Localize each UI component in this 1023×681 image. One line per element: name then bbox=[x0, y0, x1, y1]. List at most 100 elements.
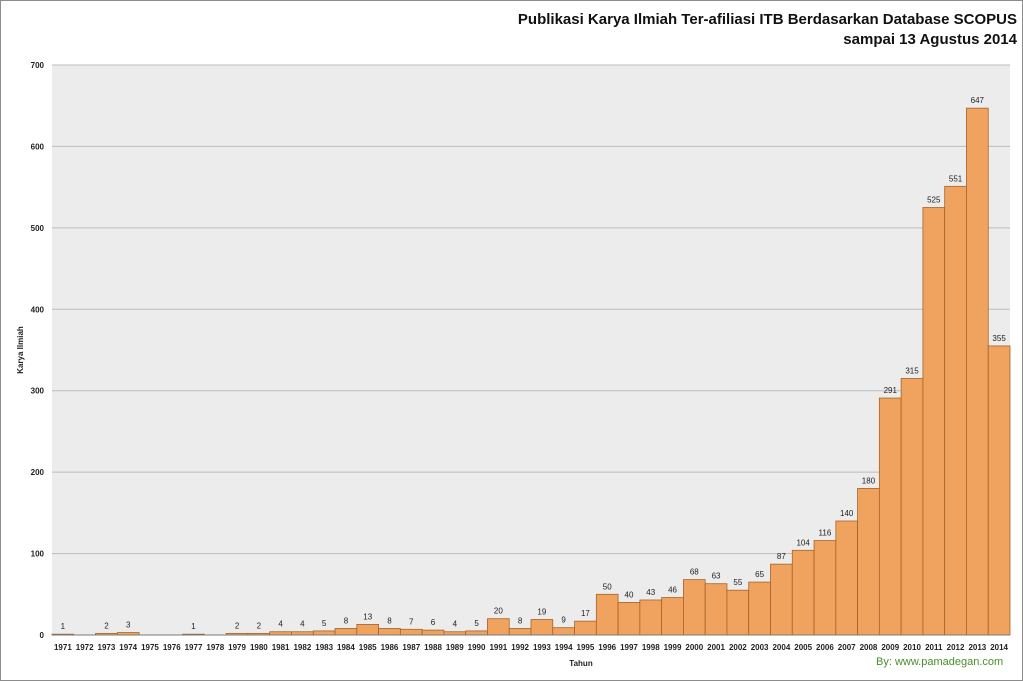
data-label: 9 bbox=[561, 616, 566, 625]
data-label: 20 bbox=[494, 607, 503, 616]
bar bbox=[791, 549, 815, 636]
x-tick-label: 1976 bbox=[163, 643, 181, 652]
data-label: 8 bbox=[518, 616, 523, 625]
bar bbox=[900, 378, 924, 636]
x-tick-label: 1985 bbox=[359, 643, 377, 652]
data-label: 43 bbox=[646, 588, 655, 597]
x-tick-label: 1974 bbox=[119, 643, 137, 652]
data-label: 647 bbox=[971, 96, 985, 105]
x-tick-label: 2003 bbox=[751, 643, 769, 652]
data-label: 7 bbox=[409, 617, 414, 626]
y-tick-label: 600 bbox=[31, 142, 45, 151]
data-label: 17 bbox=[581, 609, 590, 618]
bar bbox=[944, 185, 967, 636]
x-tick-label: 2008 bbox=[860, 643, 878, 652]
bar bbox=[595, 593, 619, 636]
data-label: 46 bbox=[668, 586, 677, 595]
y-tick-label: 100 bbox=[31, 550, 45, 559]
x-tick-label: 2009 bbox=[881, 643, 899, 652]
x-tick-label: 1981 bbox=[272, 643, 290, 652]
data-label: 5 bbox=[474, 619, 479, 628]
data-label: 5 bbox=[322, 619, 327, 628]
bars bbox=[51, 107, 1011, 636]
bar bbox=[661, 597, 684, 636]
data-label: 104 bbox=[796, 538, 810, 547]
data-label: 4 bbox=[278, 620, 283, 629]
x-axis-ticks: 1971 1972 1973 1974 1975 1976 1977 1978 1979 1980… bbox=[54, 643, 1009, 652]
y-tick-label: 500 bbox=[31, 224, 45, 233]
x-tick-label: 1992 bbox=[511, 643, 529, 652]
x-tick-label: 2005 bbox=[794, 643, 812, 652]
data-label: 3 bbox=[126, 621, 131, 630]
bar bbox=[617, 602, 641, 636]
bar bbox=[726, 589, 750, 636]
x-tick-label: 1988 bbox=[424, 643, 442, 652]
chart-title: Publikasi Karya Ilmiah Ter-afiliasi ITB … bbox=[518, 10, 1017, 50]
x-tick-label: 2010 bbox=[903, 643, 921, 652]
x-axis-label: Tahun bbox=[569, 659, 593, 668]
x-tick-label: 2013 bbox=[968, 643, 986, 652]
data-label: 2 bbox=[104, 621, 109, 630]
bar bbox=[487, 618, 510, 636]
x-tick-label: 1990 bbox=[468, 643, 486, 652]
x-tick-label: 2001 bbox=[707, 643, 725, 652]
data-label: 8 bbox=[387, 616, 392, 625]
x-tick-label: 1993 bbox=[533, 643, 551, 652]
data-label: 40 bbox=[625, 590, 634, 599]
credit-text: By: www.pamadegan.com bbox=[876, 656, 1004, 668]
bar bbox=[421, 629, 445, 636]
bar bbox=[378, 628, 401, 636]
x-tick-label: 2007 bbox=[838, 643, 856, 652]
data-label: 50 bbox=[603, 582, 612, 591]
bar bbox=[399, 628, 423, 636]
x-tick-label: 1998 bbox=[642, 643, 660, 652]
y-tick-label: 0 bbox=[40, 631, 45, 640]
bar bbox=[334, 628, 358, 636]
data-label: 1 bbox=[191, 622, 196, 631]
data-label: 4 bbox=[300, 620, 305, 629]
y-axis-ticks: 0 100 200 300 400 500 600 700 bbox=[31, 61, 45, 640]
chart-title-line2: sampai 13 Agustus 2014 bbox=[843, 31, 1017, 48]
bar bbox=[987, 345, 1011, 636]
x-tick-label: 1987 bbox=[402, 643, 420, 652]
bar bbox=[312, 630, 336, 636]
bar bbox=[639, 599, 663, 636]
data-label: 13 bbox=[363, 612, 372, 621]
data-label: 4 bbox=[453, 620, 458, 629]
data-label: 19 bbox=[537, 608, 546, 617]
data-label: 180 bbox=[862, 476, 876, 485]
x-tick-label: 1983 bbox=[315, 643, 333, 652]
data-label: 355 bbox=[992, 334, 1006, 343]
data-label: 140 bbox=[840, 509, 854, 518]
bar bbox=[704, 583, 728, 636]
data-label: 8 bbox=[344, 616, 349, 625]
data-label: 551 bbox=[949, 174, 963, 183]
bar bbox=[530, 619, 554, 636]
data-label: 68 bbox=[690, 568, 699, 577]
data-label: 6 bbox=[431, 618, 436, 627]
bar bbox=[835, 520, 858, 636]
x-tick-label: 1977 bbox=[185, 643, 203, 652]
data-label: 55 bbox=[733, 578, 742, 587]
bar bbox=[552, 627, 575, 636]
data-label: 291 bbox=[884, 386, 898, 395]
x-tick-label: 1982 bbox=[293, 643, 311, 652]
x-tick-label: 1975 bbox=[141, 643, 159, 652]
chart-title-line1: Publikasi Karya Ilmiah Ter-afiliasi ITB … bbox=[517, 11, 1017, 28]
y-axis-label: Karya Ilmiah bbox=[16, 326, 25, 374]
y-tick-label: 400 bbox=[31, 305, 45, 314]
data-label: 2 bbox=[235, 621, 240, 630]
x-tick-label: 2012 bbox=[947, 643, 965, 652]
y-tick-label: 700 bbox=[31, 61, 45, 70]
x-tick-label: 1973 bbox=[98, 643, 116, 652]
bar bbox=[922, 207, 946, 636]
y-tick-label: 300 bbox=[31, 387, 45, 396]
x-tick-label: 1997 bbox=[620, 643, 638, 652]
gridlines bbox=[52, 64, 1010, 555]
x-tick-label: 1984 bbox=[337, 643, 355, 652]
bar bbox=[770, 563, 793, 636]
data-label: 1 bbox=[61, 622, 66, 631]
x-tick-label: 2011 bbox=[925, 643, 943, 652]
x-tick-label: 1989 bbox=[446, 643, 464, 652]
